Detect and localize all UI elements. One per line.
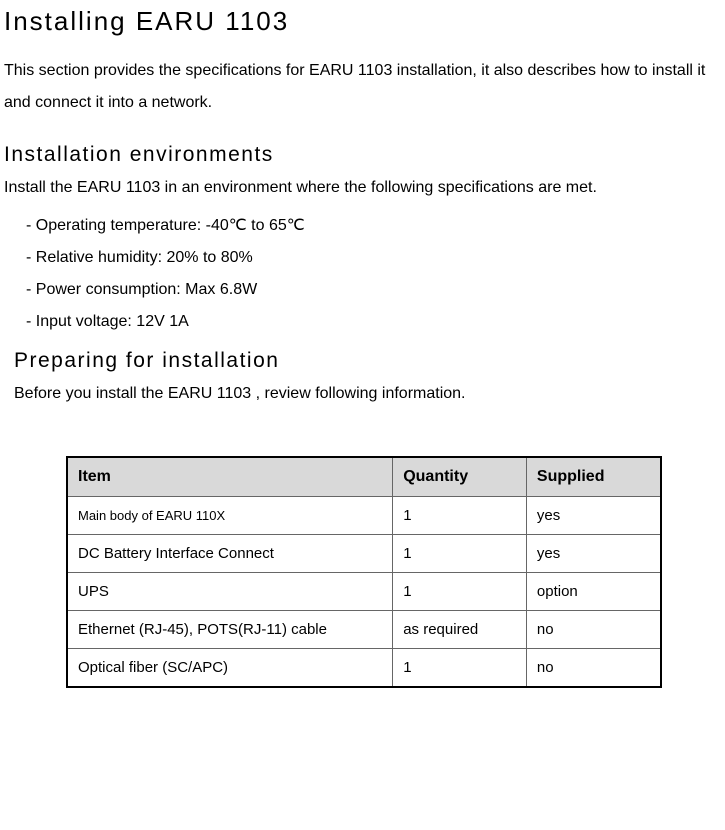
cell-item: DC Battery Interface Connect xyxy=(67,535,393,573)
intro-paragraph: This section provides the specifications… xyxy=(4,55,721,119)
table-row: Ethernet (RJ-45), POTS(RJ-11) cable as r… xyxy=(67,611,661,649)
cell-item: Ethernet (RJ-45), POTS(RJ-11) cable xyxy=(67,611,393,649)
table-row: UPS 1 option xyxy=(67,573,661,611)
cell-supplied: yes xyxy=(526,497,661,535)
page-title: Installing EARU 1103 xyxy=(4,6,721,37)
spec-item: - Power consumption: Max 6.8W xyxy=(26,281,721,299)
col-header-quantity: Quantity xyxy=(393,457,527,497)
cell-item: UPS xyxy=(67,573,393,611)
cell-item: Main body of EARU 110X xyxy=(67,497,393,535)
spec-item: - Relative humidity: 20% to 80% xyxy=(26,249,721,267)
cell-qty: as required xyxy=(393,611,527,649)
table-row: Main body of EARU 110X 1 yes xyxy=(67,497,661,535)
cell-supplied: no xyxy=(526,649,661,688)
env-heading: Installation environments xyxy=(4,143,721,167)
cell-qty: 1 xyxy=(393,535,527,573)
items-table: Item Quantity Supplied Main body of EARU… xyxy=(66,456,662,688)
table-header-row: Item Quantity Supplied xyxy=(67,457,661,497)
cell-supplied: yes xyxy=(526,535,661,573)
spec-item: - Operating temperature: -40℃ to 65℃ xyxy=(26,215,721,235)
prep-heading: Preparing for installation xyxy=(14,349,721,373)
cell-qty: 1 xyxy=(393,497,527,535)
cell-supplied: no xyxy=(526,611,661,649)
env-lead: Install the EARU 1103 in an environment … xyxy=(4,175,721,201)
col-header-item: Item xyxy=(67,457,393,497)
col-header-supplied: Supplied xyxy=(526,457,661,497)
cell-qty: 1 xyxy=(393,649,527,688)
cell-supplied: option xyxy=(526,573,661,611)
cell-item: Optical fiber (SC/APC) xyxy=(67,649,393,688)
prep-lead: Before you install the EARU 1103 , revie… xyxy=(14,381,721,407)
table-row: Optical fiber (SC/APC) 1 no xyxy=(67,649,661,688)
cell-qty: 1 xyxy=(393,573,527,611)
spec-item: - Input voltage: 12V 1A xyxy=(26,313,721,331)
env-spec-list: - Operating temperature: -40℃ to 65℃ - R… xyxy=(4,215,721,331)
table-row: DC Battery Interface Connect 1 yes xyxy=(67,535,661,573)
